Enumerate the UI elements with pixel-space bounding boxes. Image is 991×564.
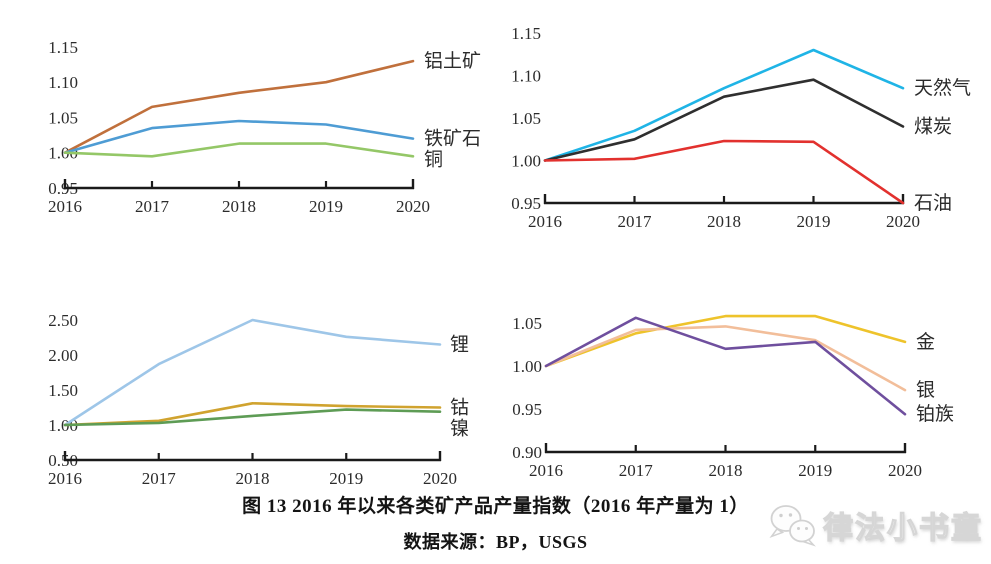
series-line bbox=[544, 316, 907, 416]
series-line bbox=[543, 139, 905, 205]
y-tick-label: 1.10 bbox=[511, 67, 541, 86]
x-tick-label: 2020 bbox=[423, 469, 457, 488]
x-tick-label: 2017 bbox=[618, 212, 653, 231]
y-tick-label: 1.05 bbox=[48, 109, 78, 128]
series-line bbox=[544, 314, 907, 368]
figure-caption: 图 13 2016 年以来各类矿产品产量指数（2016 年产量为 1） bbox=[242, 496, 749, 517]
y-tick-label: 0.50 bbox=[48, 451, 78, 470]
series-label: 钴 bbox=[450, 397, 469, 419]
y-tick-label: 2.00 bbox=[48, 346, 78, 365]
x-tick-label: 2016 bbox=[528, 212, 562, 231]
series-line bbox=[63, 142, 415, 158]
caption-block: 图 13 2016 年以来各类矿产品产量指数（2016 年产量为 1） 数据来源… bbox=[0, 495, 991, 554]
series-line bbox=[63, 59, 415, 154]
x-tick-label: 2018 bbox=[709, 461, 743, 480]
x-tick-label: 2018 bbox=[707, 212, 741, 231]
series-line bbox=[63, 402, 442, 427]
y-tick-label: 1.10 bbox=[48, 73, 78, 92]
y-tick-label: 2.50 bbox=[48, 311, 78, 330]
series-line bbox=[544, 325, 907, 392]
x-tick-label: 2019 bbox=[797, 212, 831, 231]
x-tick-label: 2016 bbox=[48, 469, 82, 488]
series-label: 天然气 bbox=[914, 77, 971, 99]
x-tick-label: 2018 bbox=[222, 197, 256, 216]
series-line bbox=[543, 78, 905, 162]
chart-gas-coal-oil: 0.95 1.00 1.05 1.10 1.15 2016 2017 2018 2019 2020… bbox=[511, 24, 971, 231]
y-tick-label: 1.00 bbox=[512, 357, 542, 376]
x-tick-label: 2016 bbox=[529, 461, 563, 480]
series-line bbox=[543, 48, 905, 162]
series-label: 石油 bbox=[914, 192, 952, 214]
x-tick-label: 2017 bbox=[142, 469, 177, 488]
x-tick-label: 2020 bbox=[886, 212, 920, 231]
y-tick-label: 0.90 bbox=[512, 443, 542, 462]
y-tick-label: 0.95 bbox=[48, 179, 78, 198]
x-tick-label: 2017 bbox=[135, 197, 170, 216]
x-tick-label: 2020 bbox=[396, 197, 430, 216]
series-label: 银 bbox=[916, 379, 935, 401]
y-tick-label: 1.05 bbox=[511, 109, 541, 128]
x-tick-label: 2019 bbox=[798, 461, 832, 480]
series-label: 锂 bbox=[450, 334, 469, 356]
y-tick-label: 1.50 bbox=[48, 381, 78, 400]
x-tick-label: 2016 bbox=[48, 197, 82, 216]
y-tick-label: 1.15 bbox=[48, 38, 78, 57]
y-tick-label: 0.95 bbox=[511, 194, 541, 213]
data-source-note: 数据来源：BP，USGS bbox=[403, 532, 588, 552]
series-line bbox=[63, 119, 415, 154]
y-tick-label: 1.15 bbox=[511, 24, 541, 43]
y-tick-label: 1.05 bbox=[512, 314, 542, 333]
series-label: 金 bbox=[916, 331, 935, 353]
series-label: 铝土矿 bbox=[424, 50, 481, 72]
y-tick-label: 1.00 bbox=[511, 152, 541, 171]
series-label: 铂族 bbox=[916, 403, 954, 425]
x-tick-label: 2020 bbox=[888, 461, 922, 480]
series-line bbox=[63, 408, 442, 427]
series-label: 铁矿石 bbox=[424, 128, 481, 150]
x-tick-label: 2018 bbox=[236, 469, 270, 488]
x-tick-label: 2017 bbox=[619, 461, 654, 480]
x-tick-label: 2019 bbox=[309, 197, 343, 216]
series-line bbox=[63, 318, 442, 427]
series-label: 煤炭 bbox=[914, 116, 952, 138]
x-tick-label: 2019 bbox=[329, 469, 363, 488]
series-label: 铜 bbox=[424, 149, 443, 171]
y-tick-label: 0.95 bbox=[512, 400, 542, 419]
series-label: 镍 bbox=[450, 418, 469, 440]
